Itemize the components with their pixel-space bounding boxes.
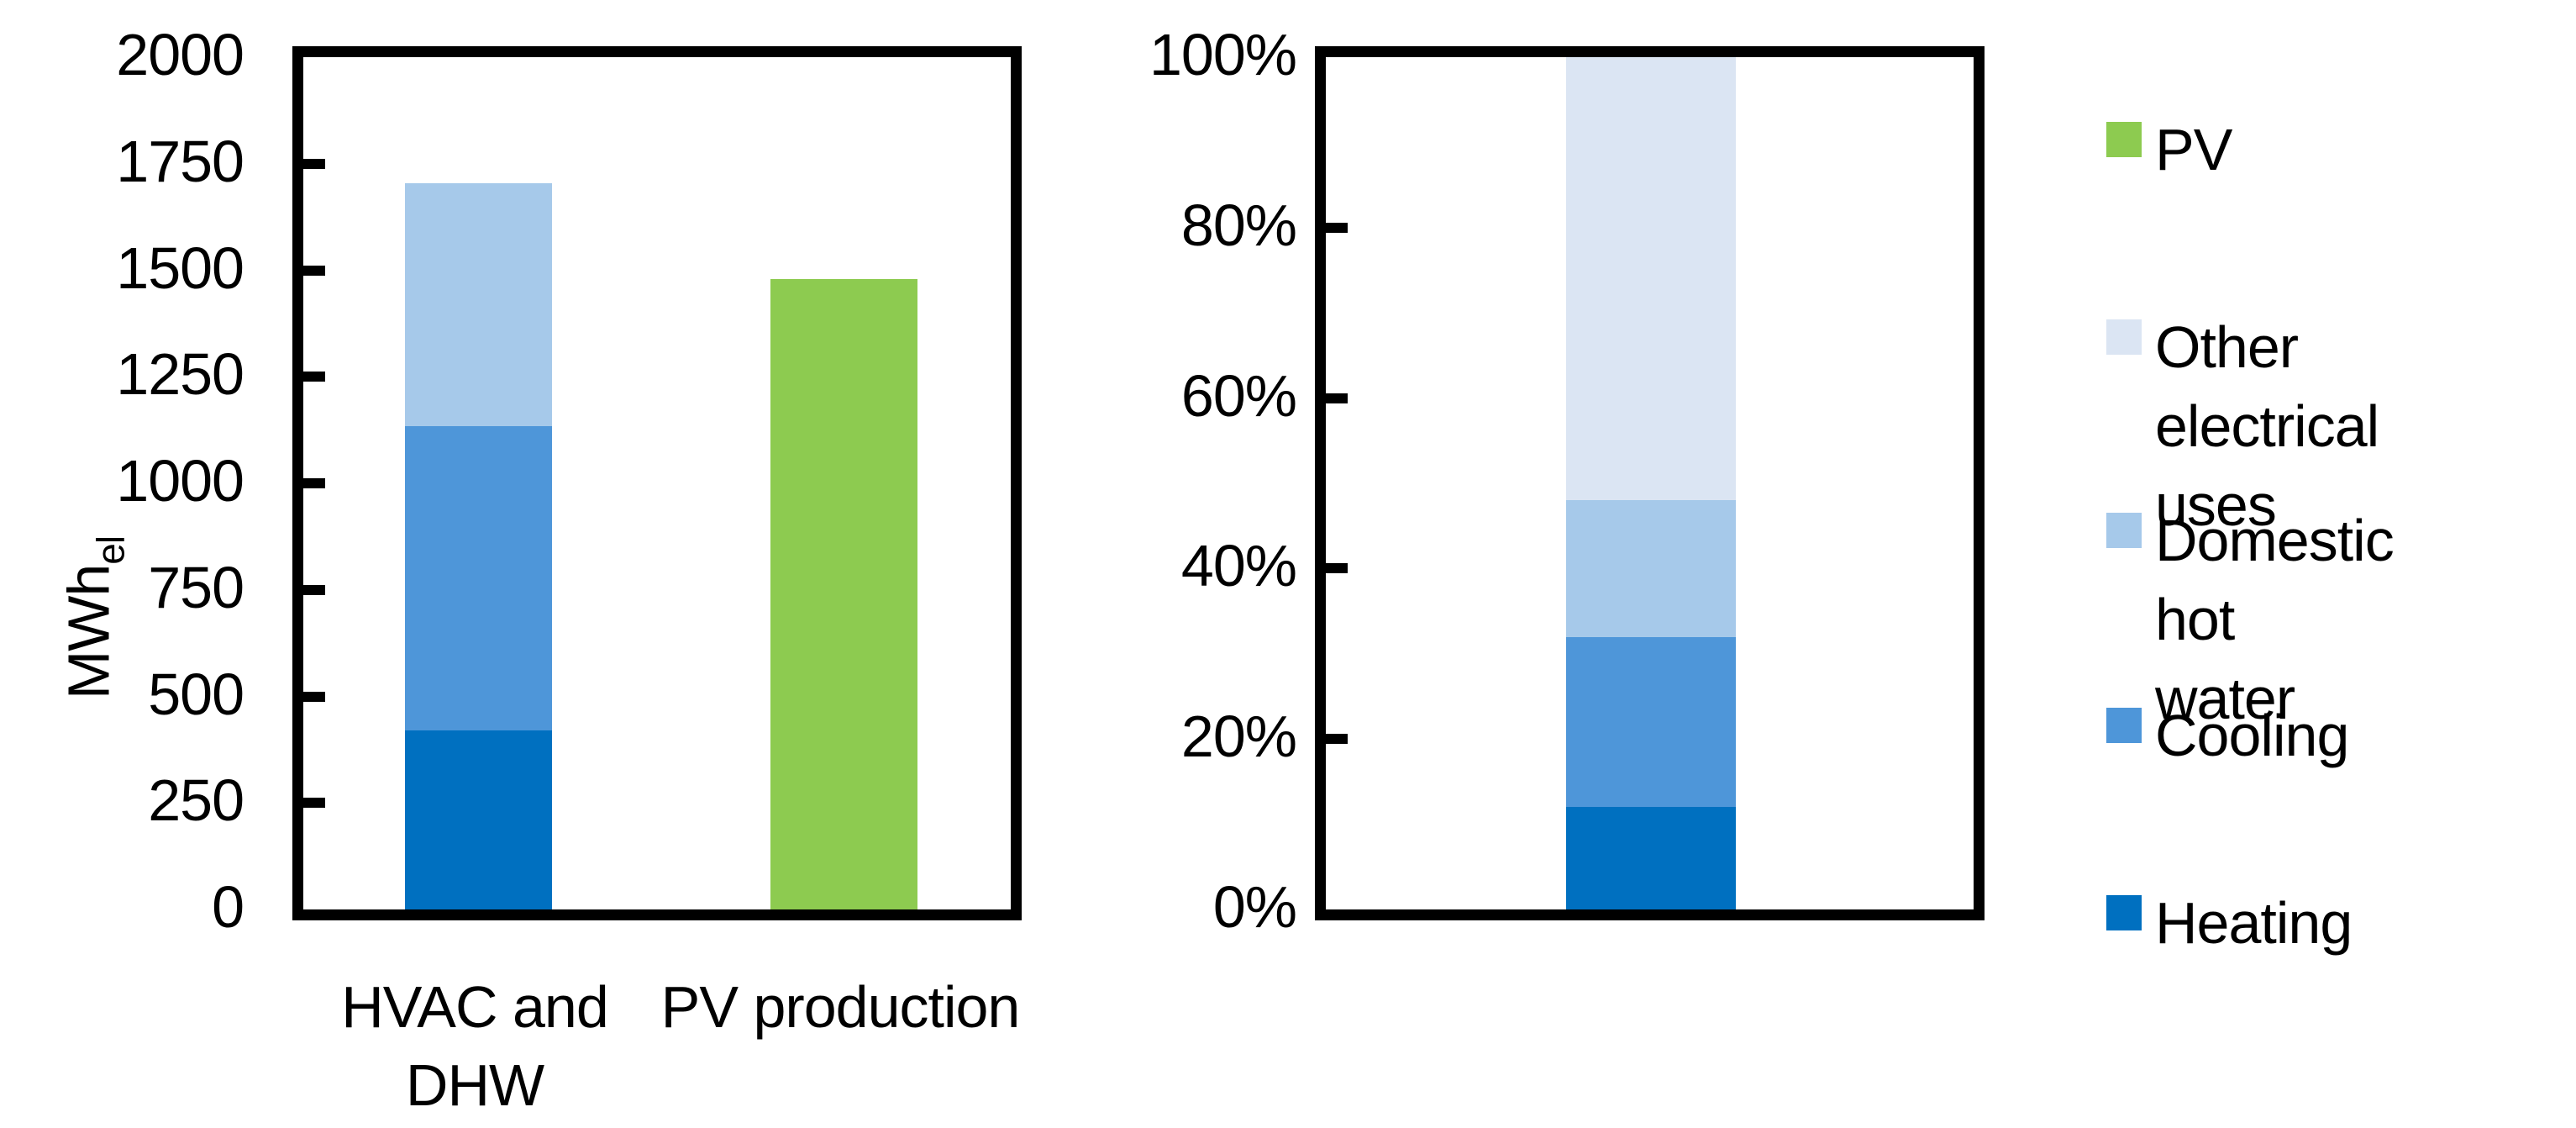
y-tick-label: 500	[148, 661, 244, 727]
y-tick-label: 250	[148, 767, 244, 834]
legend-swatch-heating	[2106, 895, 2142, 930]
legend-swatch-pv	[2106, 122, 2142, 157]
bar-segment-domestic-hot-water	[405, 182, 552, 426]
y-tick-label: 20%	[1180, 703, 1297, 769]
y-axis-tick-mark	[303, 372, 325, 382]
y-axis-tick-mark	[1326, 393, 1348, 403]
y-tick-label: 1750	[116, 128, 244, 194]
right-chart-plot-area	[1315, 46, 1985, 920]
y-axis-tick-mark	[303, 265, 325, 276]
legend-label: Heating	[2155, 890, 2353, 956]
y-axis-tick-mark	[303, 584, 325, 595]
y-tick-label: 1000	[116, 447, 244, 514]
y-axis-tick-mark	[303, 691, 325, 702]
bar-segment-heating	[1566, 807, 1736, 909]
y-tick-label: 1500	[116, 235, 244, 301]
legend-label: Other electrical uses	[2155, 314, 2379, 538]
bar-segment-heating	[405, 730, 552, 909]
bar-segment-other-electrical-uses	[1566, 57, 1736, 501]
y-tick-label: 40%	[1180, 533, 1297, 599]
y-axis-tick-mark	[303, 158, 325, 169]
y-tick-label: 80%	[1180, 192, 1297, 258]
y-axis-tick-mark	[1326, 734, 1348, 745]
y-tick-label: 750	[148, 554, 244, 620]
legend-label: PV	[2155, 117, 2232, 182]
legend-swatch-other-electrical-uses	[2106, 319, 2142, 355]
legend-swatch-domestic-hot-water	[2106, 513, 2142, 548]
bar-segment-domestic-hot-water	[1566, 500, 1736, 637]
stacked-bar-share	[1566, 57, 1736, 909]
legend-swatch-cooling	[2106, 708, 2142, 743]
bar-segment-cooling	[1566, 636, 1736, 808]
y-tick-label: 1250	[116, 341, 244, 408]
legend-label: Cooling	[2155, 703, 2349, 768]
y-axis-tick-mark	[303, 478, 325, 488]
y-tick-label: 100%	[1149, 21, 1297, 87]
bar-segment-pv	[770, 278, 917, 909]
y-axis-tick-mark	[1326, 222, 1348, 233]
y-tick-label: 0%	[1212, 873, 1297, 940]
stacked-bar-pv-production	[770, 57, 917, 909]
y-tick-label: 2000	[116, 21, 244, 87]
y-tick-label: 0	[212, 873, 244, 940]
bar-segment-cooling	[405, 425, 552, 731]
legend-label: Domestic hot water	[2155, 508, 2395, 731]
y-axis-tick-mark	[303, 798, 325, 809]
x-category-label-pv-production: PV production	[660, 974, 1021, 1040]
left-chart-plot-area	[292, 46, 1022, 920]
x-category-label-hvac-and-dhw: HVAC and DHW	[341, 974, 609, 1118]
y-axis-tick-mark	[1326, 563, 1348, 574]
stacked-bar-hvac-and-dhw	[405, 57, 552, 909]
y-tick-label: 60%	[1180, 362, 1297, 429]
